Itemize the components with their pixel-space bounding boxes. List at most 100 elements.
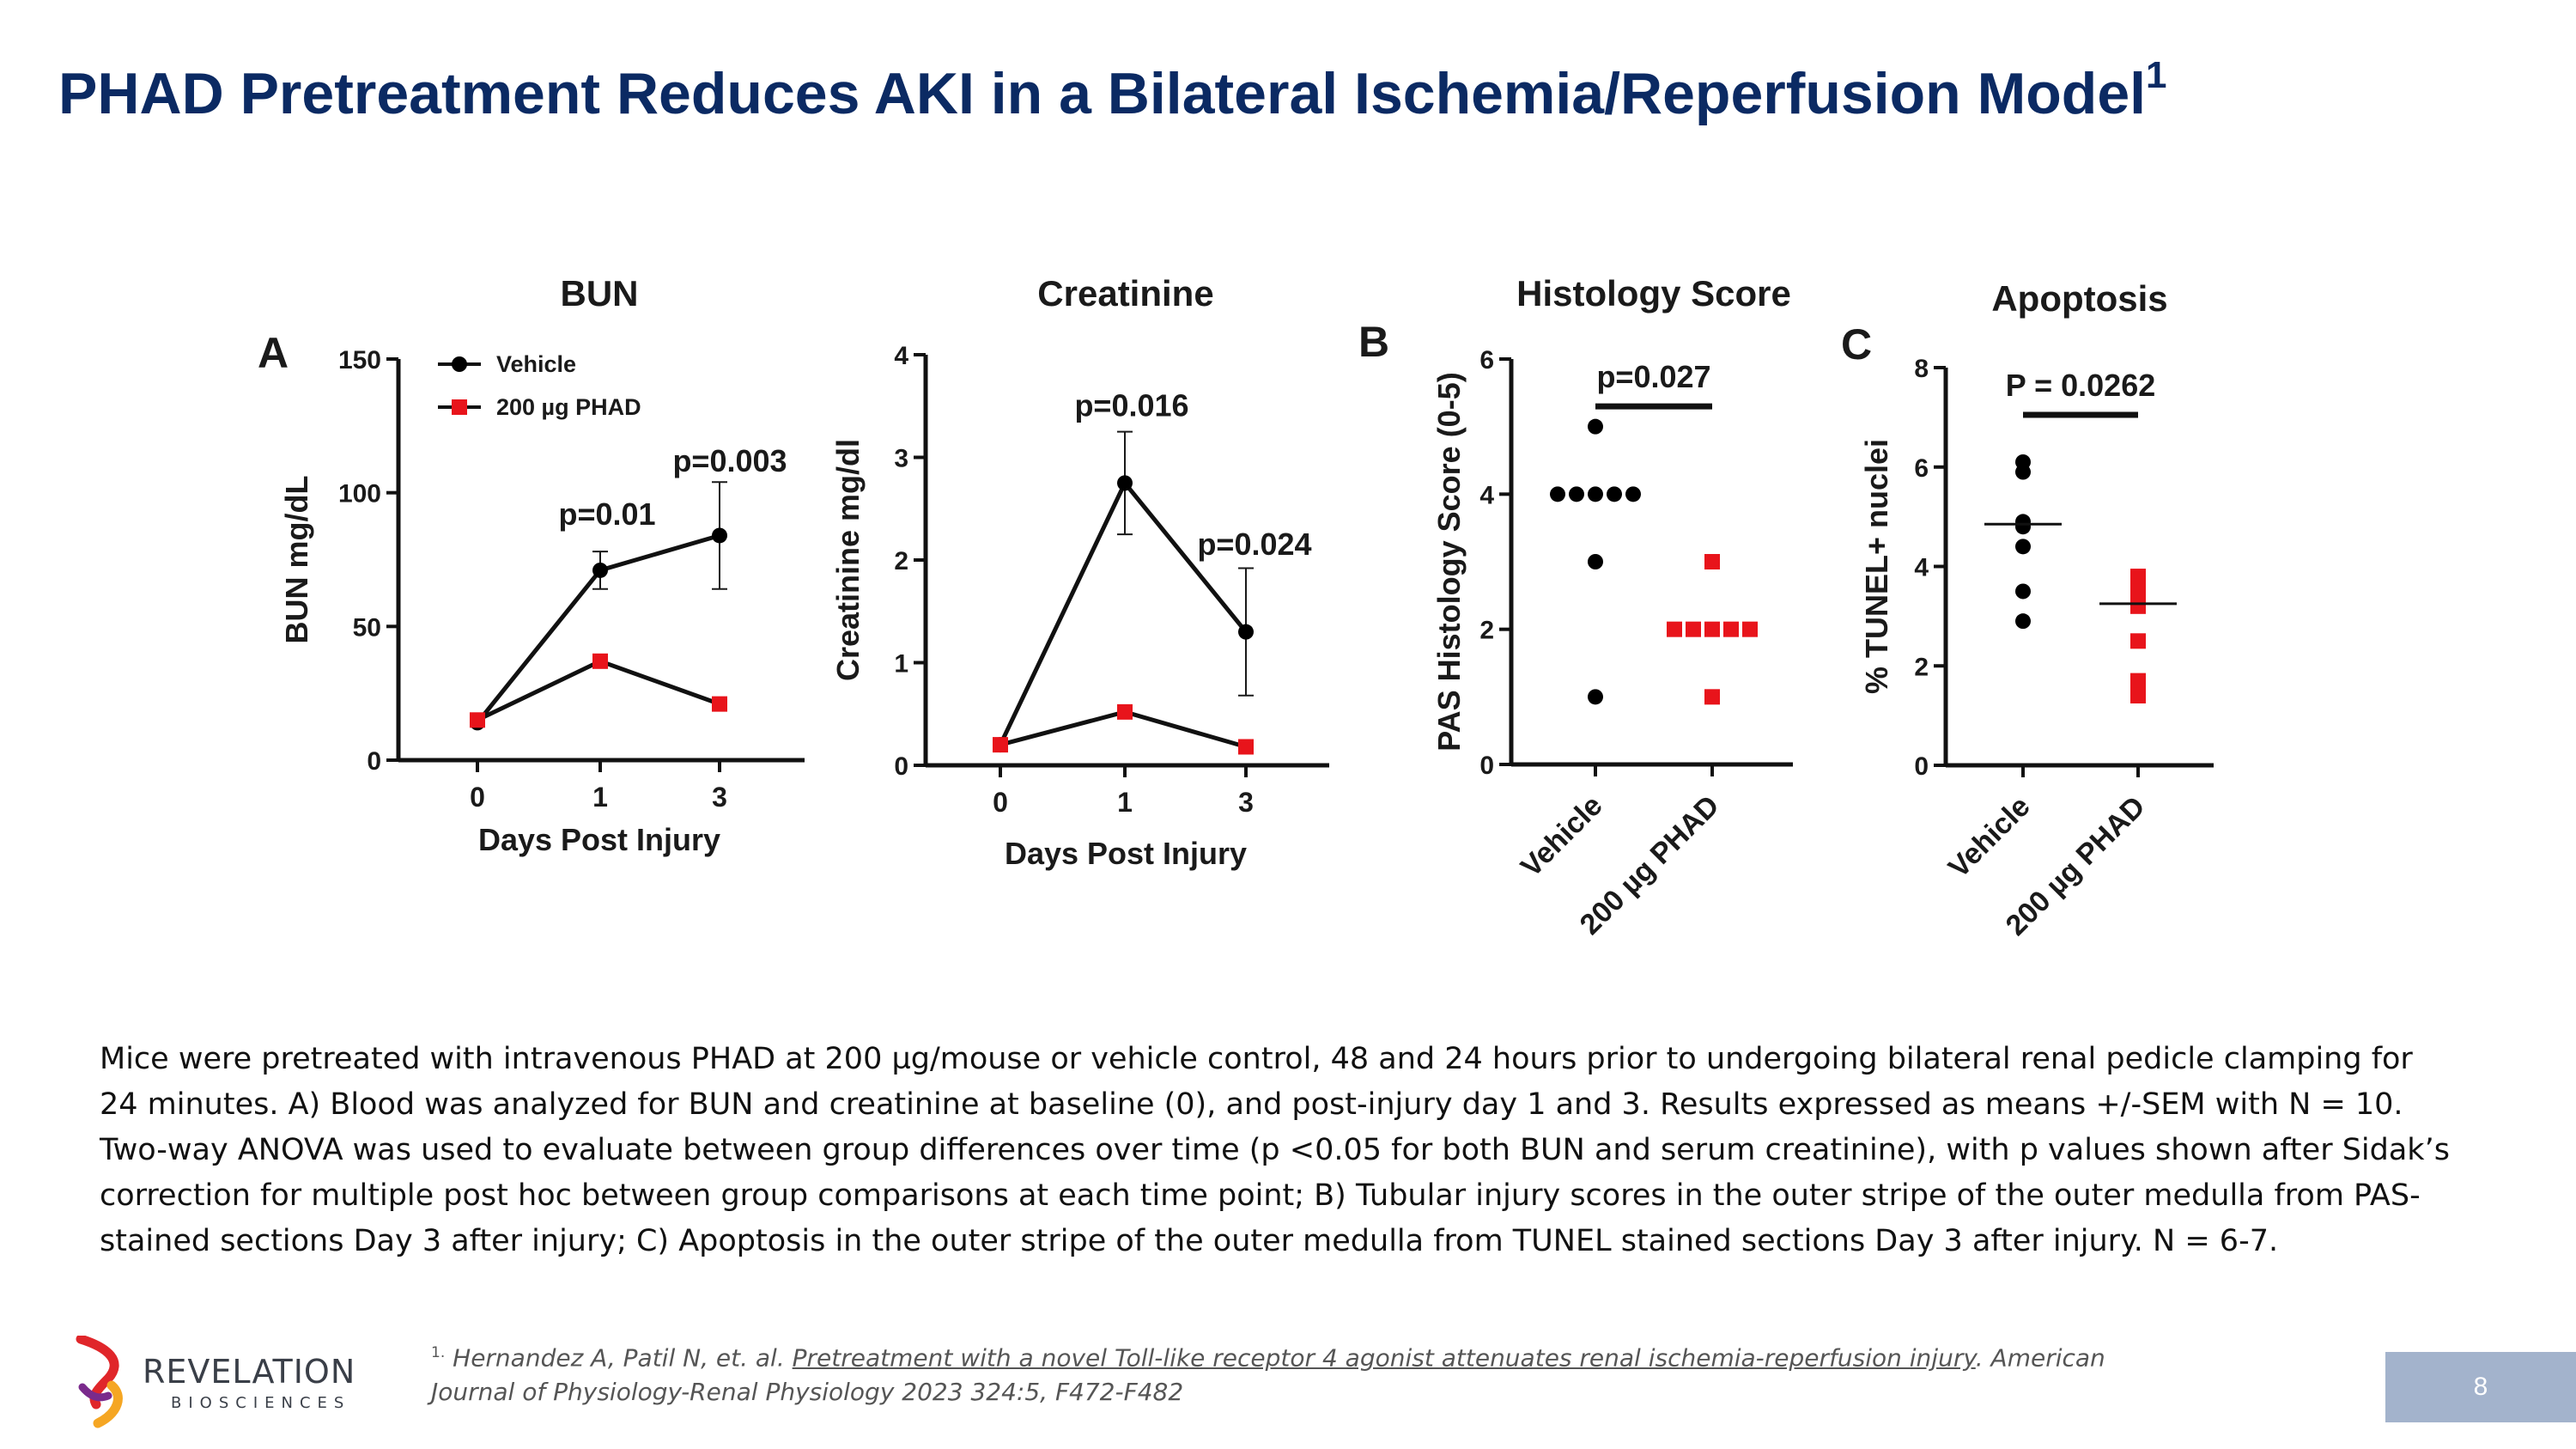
series-line-phad xyxy=(476,659,720,722)
reference-journal: Journal of Physiology-Renal Physiology 2… xyxy=(431,1378,1184,1407)
company-logo: REVELATION BIOSCIENCES xyxy=(74,1336,366,1430)
legend-label: 200 µg PHAD xyxy=(496,394,641,420)
data-point-phad xyxy=(2130,598,2146,614)
reference-journal-tail: . American xyxy=(1975,1343,2105,1373)
reference-footnote: 1. Hernandez A, Patil N, et. al. Pretrea… xyxy=(431,1336,2105,1409)
legend-marker-vehicle xyxy=(452,356,467,372)
y-tick-label: 0 xyxy=(1479,752,1494,780)
data-point-vehicle xyxy=(1588,689,1603,705)
description-line: stained sections Day 3 after injury; C) … xyxy=(100,1224,2279,1258)
data-point-vehicle xyxy=(1569,486,1584,502)
data-point-phad xyxy=(2130,633,2146,649)
x-category-label: Vehicle xyxy=(1942,790,2037,885)
y-tick-label: 6 xyxy=(1479,346,1494,374)
y-tick-label: 4 xyxy=(894,342,908,370)
x-category-label: Vehicle xyxy=(1515,789,1609,884)
panel-label: A xyxy=(258,329,289,377)
x-tick-label: 3 xyxy=(1238,787,1254,818)
data-point-phad xyxy=(2130,583,2146,600)
reference-authors: Hernandez A, Patil N, et. al. xyxy=(453,1343,793,1373)
y-tick-label: 3 xyxy=(894,445,908,473)
x-tick-label: 0 xyxy=(470,782,485,813)
y-tick-label: 50 xyxy=(353,613,381,642)
chart-title: BUN xyxy=(561,273,639,314)
y-tick-label: 8 xyxy=(1914,355,1929,383)
y-axis-label: PAS Histology Score (0-5) xyxy=(1431,372,1467,751)
reference-number: 1. xyxy=(431,1344,446,1361)
y-tick-label: 2 xyxy=(1914,653,1929,681)
data-point-vehicle xyxy=(1625,486,1641,502)
x-axis-label: Days Post Injury xyxy=(1005,836,1247,871)
data-point-phad xyxy=(712,696,727,712)
data-point-vehicle xyxy=(1238,624,1254,640)
y-tick-label: 0 xyxy=(367,747,381,776)
data-point-vehicle xyxy=(1550,486,1565,502)
p-value-annotation: P = 0.0262 xyxy=(2006,368,2156,403)
y-tick-label: 2 xyxy=(1479,617,1494,645)
data-point-phad xyxy=(1667,621,1682,637)
y-axis-label: % TUNEL+ nuclei xyxy=(1859,439,1894,694)
y-tick-label: 0 xyxy=(1914,752,1929,781)
data-point-vehicle xyxy=(1607,486,1622,502)
y-axis-label: BUN mg/dL xyxy=(279,476,314,644)
data-point-phad xyxy=(592,653,608,669)
p-value-annotation: p=0.016 xyxy=(1074,388,1188,423)
brand-name: REVELATION xyxy=(143,1353,356,1391)
p-value-annotation: p=0.024 xyxy=(1197,527,1311,562)
data-point-vehicle xyxy=(2015,464,2031,480)
panel-label: B xyxy=(1358,318,1389,366)
y-axis-label: Creatinine mg/dl xyxy=(830,439,866,681)
data-point-vehicle xyxy=(1588,554,1603,569)
y-tick-label: 2 xyxy=(894,547,908,575)
y-tick-label: 150 xyxy=(338,346,381,374)
data-point-phad xyxy=(1686,621,1701,637)
x-tick-label: 1 xyxy=(592,782,608,813)
description-line: 24 minutes. A) Blood was analyzed for BU… xyxy=(100,1087,2403,1122)
data-point-vehicle xyxy=(2015,583,2031,600)
data-point-vehicle xyxy=(2015,519,2031,535)
data-point-phad xyxy=(1238,739,1254,755)
x-tick-label: 3 xyxy=(712,782,727,813)
data-point-phad xyxy=(1704,554,1720,569)
data-point-phad xyxy=(1723,621,1739,637)
data-point-phad xyxy=(1117,703,1133,720)
reference-article-link[interactable]: Pretreatment with a novel Toll-like rece… xyxy=(792,1343,1976,1373)
x-tick-label: 1 xyxy=(1117,787,1133,818)
data-point-vehicle xyxy=(2015,613,2031,630)
data-point-phad xyxy=(2130,687,2146,703)
p-value-annotation: p=0.027 xyxy=(1596,359,1710,394)
data-point-phad xyxy=(1704,689,1720,705)
page-number: 8 xyxy=(2385,1352,2576,1422)
slide-title: PHAD Pretreatment Reduces AKI in a Bilat… xyxy=(58,54,2167,127)
data-point-phad xyxy=(470,712,485,728)
panel-label: C xyxy=(1841,320,1872,368)
data-point-vehicle xyxy=(1588,486,1603,502)
y-tick-label: 1 xyxy=(894,650,908,679)
chart-title: Creatinine xyxy=(1037,273,1213,314)
title-footnote-marker: 1 xyxy=(2146,54,2167,96)
data-point-phad xyxy=(1704,621,1720,637)
y-tick-label: 4 xyxy=(1914,554,1929,582)
data-point-vehicle xyxy=(1117,475,1133,491)
x-tick-label: 0 xyxy=(993,787,1008,818)
brand-subtitle: BIOSCIENCES xyxy=(171,1394,351,1412)
data-point-phad xyxy=(993,737,1008,753)
slide-title-text: PHAD Pretreatment Reduces AKI in a Bilat… xyxy=(58,61,2147,126)
y-tick-label: 6 xyxy=(1914,454,1929,483)
data-point-vehicle xyxy=(1588,418,1603,435)
logo-mark-icon xyxy=(76,1336,123,1428)
p-value-annotation: p=0.01 xyxy=(558,496,655,532)
x-axis-label: Days Post Injury xyxy=(478,822,720,857)
description-line: Mice were pretreated with intravenous PH… xyxy=(100,1042,2413,1076)
chart-title: Apoptosis xyxy=(1991,278,2167,319)
data-point-phad xyxy=(1742,621,1758,637)
data-point-vehicle xyxy=(2015,539,2031,555)
y-tick-label: 100 xyxy=(338,480,381,508)
data-point-phad xyxy=(2130,673,2146,689)
y-tick-label: 4 xyxy=(1479,481,1494,509)
chart-title: Histology Score xyxy=(1516,273,1791,314)
y-tick-label: 0 xyxy=(894,752,908,781)
legend-label: Vehicle xyxy=(496,351,576,377)
description-line: correction for multiple post hoc between… xyxy=(100,1178,2421,1213)
